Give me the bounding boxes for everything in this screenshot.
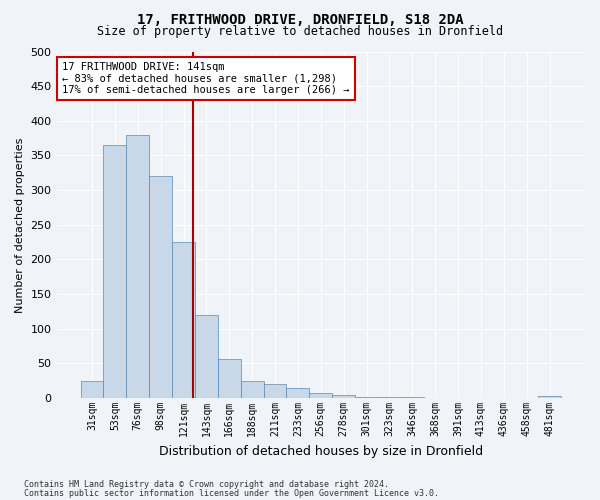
Bar — [195, 315, 218, 398]
Text: 17 FRITHWOOD DRIVE: 141sqm
← 83% of detached houses are smaller (1,298)
17% of s: 17 FRITHWOOD DRIVE: 141sqm ← 83% of deta… — [62, 62, 349, 95]
Text: Contains HM Land Registry data © Crown copyright and database right 2024.: Contains HM Land Registry data © Crown c… — [24, 480, 389, 489]
Y-axis label: Number of detached properties: Number of detached properties — [15, 137, 25, 312]
Bar — [286, 388, 310, 398]
Bar — [80, 381, 103, 398]
Bar — [310, 394, 332, 398]
Bar — [355, 397, 378, 398]
Bar — [218, 358, 241, 398]
Bar — [172, 242, 195, 398]
Bar — [332, 394, 355, 398]
Text: 17, FRITHWOOD DRIVE, DRONFIELD, S18 2DA: 17, FRITHWOOD DRIVE, DRONFIELD, S18 2DA — [137, 12, 463, 26]
Bar — [149, 176, 172, 398]
Bar — [127, 134, 149, 398]
Bar — [263, 384, 286, 398]
Text: Size of property relative to detached houses in Dronfield: Size of property relative to detached ho… — [97, 25, 503, 38]
X-axis label: Distribution of detached houses by size in Dronfield: Distribution of detached houses by size … — [159, 444, 483, 458]
Bar — [241, 381, 263, 398]
Bar — [538, 396, 561, 398]
Text: Contains public sector information licensed under the Open Government Licence v3: Contains public sector information licen… — [24, 488, 439, 498]
Bar — [103, 145, 127, 398]
